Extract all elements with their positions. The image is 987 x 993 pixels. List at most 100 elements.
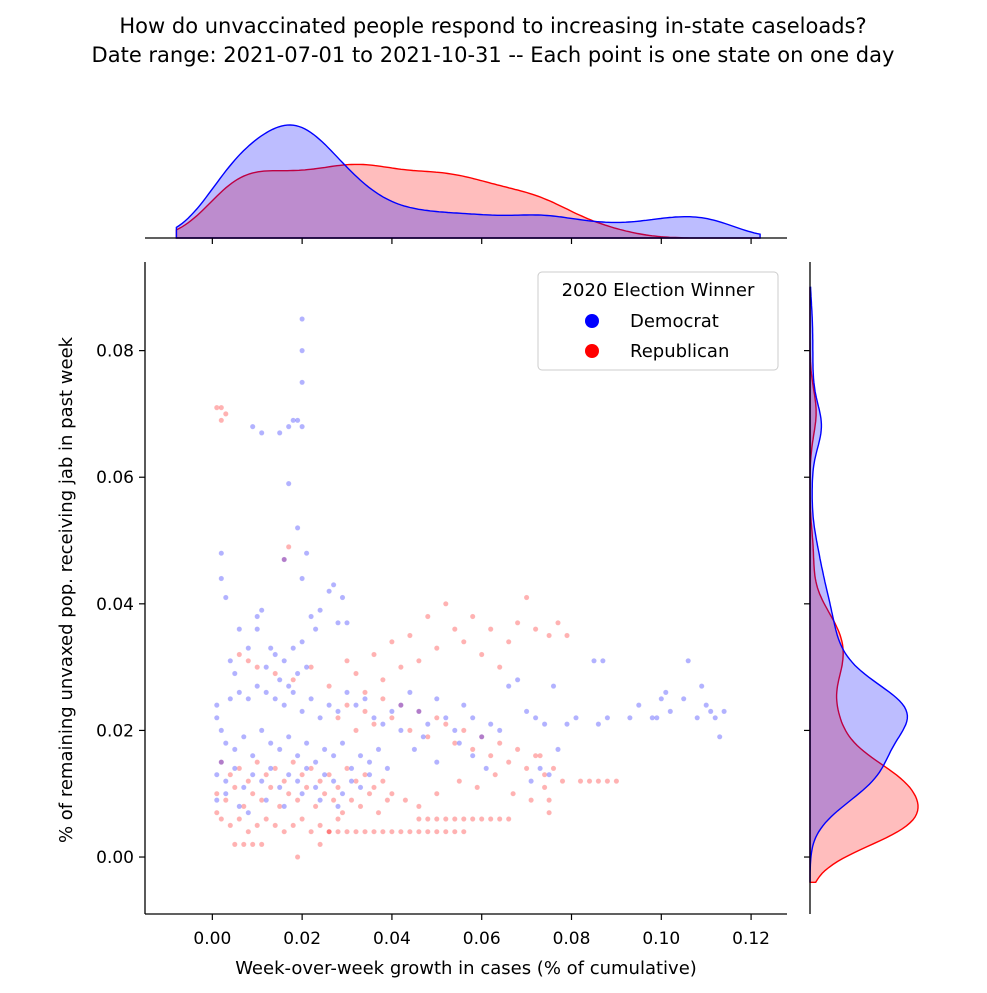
scatter-point-democrat [222, 594, 229, 601]
scatter-point-democrat [411, 746, 418, 753]
scatter-point-republican [294, 797, 301, 803]
scatter-point-democrat [276, 677, 283, 683]
scatter-point-democrat [654, 715, 660, 721]
scatter-point-republican [389, 715, 395, 721]
scatter-point-democrat [245, 645, 252, 651]
scatter-point-democrat [335, 708, 341, 715]
scatter-point-republican [424, 816, 431, 822]
scatter-point-democrat [469, 715, 476, 721]
scatter-point-republican [281, 828, 288, 835]
scatter-point-republican [240, 803, 247, 810]
scatter-point-republican [407, 828, 413, 835]
scatter-point-democrat [505, 683, 512, 689]
scatter-point-democrat [312, 626, 319, 632]
scatter-point-republican [263, 816, 270, 822]
scatter-point-republican [442, 601, 449, 607]
right-kde-democrat [809, 286, 909, 883]
scatter-point-democrat [416, 708, 422, 715]
scatter-point-democrat [236, 803, 243, 810]
scatter-point-republican [496, 740, 503, 746]
scatter-point-republican [433, 828, 440, 835]
scatter-point-republican [375, 809, 382, 816]
y-tick-label: 0.08 [96, 342, 134, 362]
scatter-point-republican [308, 664, 314, 670]
scatter-point-democrat [308, 613, 314, 620]
scatter-point-republican [550, 765, 557, 772]
scatter-point-republican [398, 702, 404, 708]
scatter-point-republican [344, 765, 350, 772]
scatter-point-republican [407, 727, 413, 734]
scatter-point-republican [389, 639, 395, 645]
scatter-point-democrat [532, 715, 539, 721]
scatter-point-republican [231, 841, 238, 848]
scatter-point-republican [424, 613, 431, 620]
x-tick-label: 0.06 [463, 929, 501, 949]
scatter-point-democrat [460, 702, 467, 708]
scatter-point-republican [510, 790, 516, 797]
scatter-point-democrat [703, 702, 710, 708]
scatter-point-democrat [222, 778, 229, 784]
scatter-point-republican [478, 651, 485, 658]
scatter-point-republican [460, 727, 467, 734]
scatter-point-democrat [433, 759, 440, 765]
scatter-point-democrat [335, 803, 341, 810]
scatter-point-republican [514, 746, 521, 753]
x-tick-label: 0.12 [732, 929, 770, 949]
scatter-point-democrat [321, 746, 328, 753]
scatter-point-democrat [236, 689, 243, 696]
x-axis-label: Week-over-week growth in cases (% of cum… [235, 958, 697, 979]
scatter-point-republican [249, 841, 256, 848]
scatter-point-republican [487, 816, 494, 822]
scatter-point-republican [460, 828, 467, 835]
scatter-point-democrat [451, 727, 458, 734]
scatter-point-democrat [344, 689, 350, 696]
scatter-point-republican [469, 746, 476, 753]
scatter-point-republican [312, 803, 319, 810]
scatter-point-democrat [263, 797, 270, 803]
scatter-point-republican [218, 816, 225, 822]
scatter-point-republican [474, 784, 481, 791]
scatter-point-democrat [218, 550, 225, 557]
scatter-point-democrat [285, 734, 292, 740]
scatter-point-democrat [604, 715, 611, 721]
scatter-point-democrat [344, 620, 350, 626]
scatter-point-republican [258, 797, 265, 803]
scatter-point-democrat [357, 784, 364, 791]
scatter-point-republican [317, 778, 323, 784]
scatter-point-democrat [303, 664, 310, 670]
scatter-point-republican [407, 632, 413, 639]
scatter-point-democrat [276, 784, 283, 791]
scatter-point-republican [353, 828, 359, 835]
scatter-points [213, 316, 727, 860]
scatter-point-democrat [294, 417, 301, 424]
scatter-point-democrat [658, 696, 665, 702]
scatter-point-republican [398, 664, 404, 670]
scatter-point-democrat [573, 715, 579, 721]
scatter-point-republican [299, 771, 305, 778]
scatter-point-democrat [222, 740, 229, 746]
scatter-point-democrat [591, 658, 597, 664]
scatter-point-republican [433, 715, 440, 721]
scatter-point-republican [433, 816, 440, 822]
scatter-point-democrat [294, 525, 301, 531]
scatter-point-democrat [366, 771, 373, 778]
scatter-point-republican [380, 696, 386, 702]
scatter-point-democrat [299, 316, 305, 322]
scatter-point-democrat [636, 702, 642, 708]
scatter-point-democrat [667, 708, 674, 715]
scatter-point-republican [416, 828, 422, 835]
scatter-point-republican [380, 828, 386, 835]
scatter-point-republican [339, 809, 346, 816]
scatter-point-democrat [240, 734, 247, 740]
scatter-point-democrat [227, 658, 234, 664]
scatter-point-republican [505, 759, 512, 765]
scatter-point-republican [371, 784, 377, 791]
scatter-point-democrat [240, 784, 247, 791]
scatter-point-republican [326, 828, 332, 835]
scatter-point-democrat [317, 797, 323, 803]
scatter-point-democrat [375, 746, 382, 753]
scatter-point-democrat [339, 790, 346, 797]
scatter-point-republican [442, 816, 449, 822]
scatter-point-democrat [245, 696, 252, 702]
scatter-point-democrat [380, 721, 386, 727]
